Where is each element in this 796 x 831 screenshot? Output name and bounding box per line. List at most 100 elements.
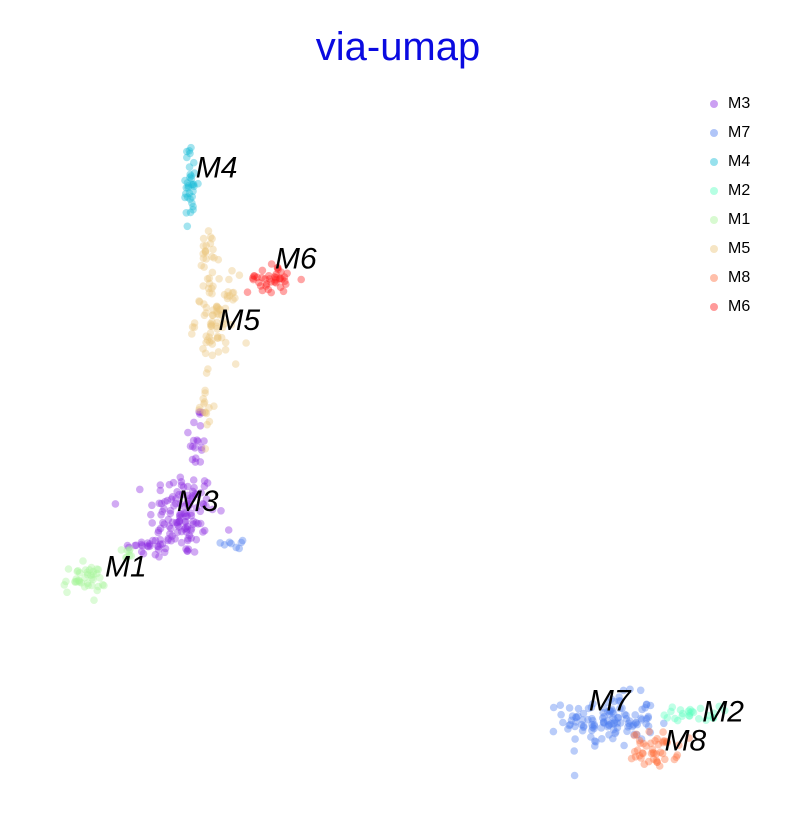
point-M8 (633, 746, 642, 754)
point-M6 (271, 273, 279, 281)
point-M7 (606, 707, 615, 715)
point-M4 (189, 202, 197, 211)
point-M7 (574, 712, 582, 720)
point-M3 (176, 510, 184, 518)
point-M7 (591, 737, 599, 745)
point-M7 (637, 714, 645, 723)
point-M1 (123, 546, 131, 555)
point-M2 (660, 711, 668, 719)
point-M7 (570, 771, 579, 780)
point-M7 (631, 711, 639, 719)
point-M3 (190, 483, 198, 492)
point-M3 (183, 499, 191, 508)
point-M5 (207, 322, 216, 331)
point-M7 (604, 698, 612, 706)
point-M5 (215, 310, 223, 319)
legend-marker-M7 (710, 129, 718, 137)
point-M6 (277, 268, 285, 276)
point-M3 (199, 499, 207, 508)
point-M7 (572, 713, 580, 721)
point-M6 (271, 278, 279, 286)
point-M8 (642, 742, 650, 750)
point-M1 (93, 569, 101, 578)
point-M3 (193, 490, 201, 499)
point-M3 (185, 502, 193, 510)
point-M5 (206, 239, 215, 248)
point-M8 (645, 757, 653, 766)
point-M7 (549, 727, 558, 736)
point-M3 (131, 541, 139, 550)
point-M1 (75, 577, 84, 585)
point-M3 (143, 539, 152, 547)
point-M5 (213, 334, 222, 342)
point-M3 (161, 498, 169, 506)
point-M3 (196, 410, 204, 418)
point-M8 (653, 758, 661, 766)
point-M2 (685, 712, 694, 720)
point-M2 (676, 706, 685, 714)
point-M7 (603, 717, 612, 725)
point-M2 (702, 716, 710, 724)
point-M7 (630, 730, 638, 739)
point-M8 (639, 749, 647, 758)
point-M3 (200, 482, 209, 491)
point-M5 (219, 317, 228, 326)
cluster-label-M8: M8 (664, 724, 706, 757)
point-M6 (267, 288, 276, 297)
point-M1 (77, 579, 86, 587)
point-M5 (213, 307, 221, 316)
point-M8 (659, 738, 667, 747)
point-M4 (189, 180, 197, 189)
point-M8 (635, 736, 644, 745)
point-M8 (635, 752, 644, 760)
point-M7 (609, 734, 617, 743)
legend-marker-M3 (710, 100, 718, 108)
point-M1 (72, 575, 80, 583)
point-M6 (256, 282, 265, 290)
point-M3 (183, 512, 191, 520)
point-M7 (588, 723, 597, 732)
point-M3 (160, 505, 168, 513)
point-M3 (166, 530, 174, 538)
point-M6 (250, 272, 259, 280)
point-M3 (191, 458, 200, 466)
point-M7 (609, 713, 617, 722)
point-M1 (89, 570, 98, 579)
point-M5 (199, 254, 208, 262)
point-M7 (590, 724, 598, 733)
point-M3 (187, 526, 195, 535)
point-M7 (599, 708, 607, 717)
point-M1 (94, 582, 103, 591)
point-M6 (264, 285, 273, 294)
point-M1 (94, 565, 103, 574)
point-M7 (600, 704, 608, 712)
point-M3 (191, 444, 199, 452)
point-M3 (177, 538, 186, 547)
point-M7 (589, 716, 597, 725)
point-M5 (190, 323, 199, 332)
point-M7 (591, 742, 599, 750)
point-M7 (611, 729, 619, 738)
point-M3 (155, 553, 163, 561)
point-M7 (642, 700, 651, 709)
point-M7 (556, 701, 565, 709)
point-M3 (208, 505, 217, 514)
point-M4 (186, 195, 194, 203)
point-M3 (169, 478, 178, 487)
point-M3 (176, 514, 184, 522)
point-M7 (604, 707, 612, 716)
point-M4 (186, 173, 194, 182)
point-M3 (194, 437, 202, 446)
point-M7 (238, 536, 247, 545)
point-M5 (229, 288, 238, 297)
point-M3 (164, 515, 173, 524)
point-M6 (273, 264, 282, 272)
point-M8 (670, 755, 679, 764)
point-M3 (185, 531, 194, 540)
point-M5 (209, 311, 217, 319)
point-M4 (185, 189, 194, 197)
point-M5 (188, 323, 197, 331)
point-M5 (209, 282, 217, 291)
point-M8 (652, 756, 661, 765)
point-M8 (655, 762, 664, 770)
